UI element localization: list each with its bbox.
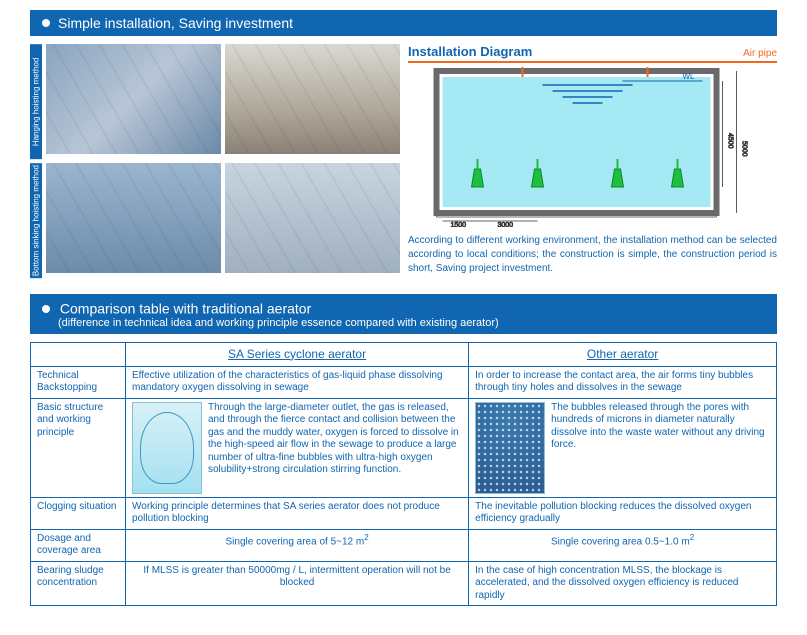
label-sludge: Bearing sludge concentration xyxy=(31,561,126,606)
section2-subtitle: (difference in technical idea and workin… xyxy=(58,317,765,329)
diagram-caption: According to different working environme… xyxy=(408,234,777,276)
label-clog: Clogging situation xyxy=(31,497,126,529)
other-clog: The inevitable pollution blocking reduce… xyxy=(469,497,777,529)
label-tech: Technical Backstopping xyxy=(31,366,126,398)
th-blank xyxy=(31,342,126,366)
row-tech: Technical Backstopping Effective utiliza… xyxy=(31,366,777,398)
installation-diagram: WL 1500 xyxy=(408,67,777,227)
sa-basic-text: Through the large-diameter outlet, the g… xyxy=(208,402,462,477)
label-basic: Basic structure and working principle xyxy=(31,398,126,497)
dim-5000: 5000 xyxy=(741,141,748,157)
other-sludge: In the case of high concentration MLSS, … xyxy=(469,561,777,606)
dim-1500: 1500 xyxy=(451,222,467,227)
photo-hanging-2 xyxy=(225,44,400,154)
row-sludge: Bearing sludge concentration If MLSS is … xyxy=(31,561,777,606)
cyclone-diagram-icon xyxy=(132,402,202,494)
wl-text: WL xyxy=(683,72,696,81)
diagram-title: Installation Diagram xyxy=(408,44,532,59)
installation-row: Hanging hoisting method Bottom sinking h… xyxy=(30,44,777,278)
photo-hanging-1 xyxy=(46,44,221,154)
section1-title: Simple installation, Saving investment xyxy=(58,15,293,31)
other-tech: In order to increase the contact area, t… xyxy=(469,366,777,398)
sa-basic: Through the large-diameter outlet, the g… xyxy=(126,398,469,497)
row-clog: Clogging situation Working principle det… xyxy=(31,497,777,529)
section2-title: Comparison table with traditional aerato… xyxy=(60,301,311,317)
diagram-block: Installation Diagram Air pipe WL xyxy=(408,44,777,278)
bullet-icon-2 xyxy=(42,305,50,313)
row-basic: Basic structure and working principle Th… xyxy=(31,398,777,497)
bullet-icon xyxy=(42,19,50,27)
sa-tech: Effective utilization of the characteris… xyxy=(126,366,469,398)
section1-header: Simple installation, Saving investment xyxy=(30,10,777,36)
label-hanging: Hanging hoisting method xyxy=(30,44,42,159)
other-basic: The bubbles released through the pores w… xyxy=(469,398,777,497)
photo-bottom-1 xyxy=(46,163,221,273)
label-dosage: Dosage and coverage area xyxy=(31,529,126,561)
sa-sludge: If MLSS is greater than 50000mg / L, int… xyxy=(126,561,469,606)
bubble-diagram-icon xyxy=(475,402,545,494)
airpipe-label: Air pipe xyxy=(743,48,777,59)
comparison-table: SA Series cyclone aerator Other aerator … xyxy=(30,342,777,607)
th-other: Other aerator xyxy=(469,342,777,366)
photo-bottom-2 xyxy=(225,163,400,273)
other-basic-text: The bubbles released through the pores w… xyxy=(551,402,770,452)
photo-grid: Hanging hoisting method Bottom sinking h… xyxy=(30,44,400,278)
th-sa: SA Series cyclone aerator xyxy=(126,342,469,366)
section2-header: Comparison table with traditional aerato… xyxy=(30,294,777,333)
table-header-row: SA Series cyclone aerator Other aerator xyxy=(31,342,777,366)
other-dosage: Single covering area 0.5~1.0 m2 xyxy=(469,529,777,561)
sa-clog: Working principle determines that SA ser… xyxy=(126,497,469,529)
dim-3000: 3000 xyxy=(498,222,514,227)
dim-4500: 4500 xyxy=(727,133,734,149)
label-bottom: Bottom sinking hoisting method xyxy=(30,163,42,278)
sa-dosage: Single covering area of 5~12 m2 xyxy=(126,529,469,561)
row-dosage: Dosage and coverage area Single covering… xyxy=(31,529,777,561)
